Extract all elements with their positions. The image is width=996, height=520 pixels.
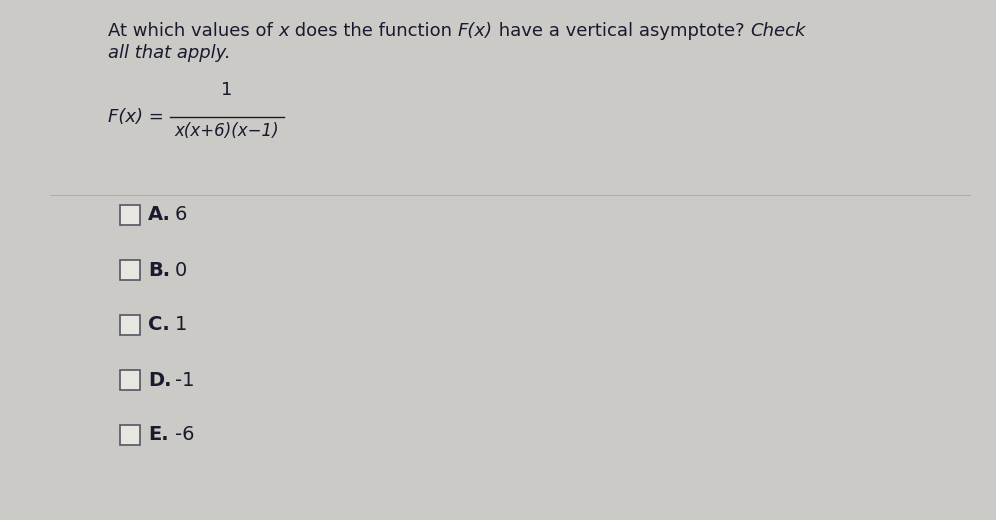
Text: A.: A. — [148, 205, 171, 225]
Text: 1: 1 — [175, 316, 187, 334]
Text: F(x): F(x) — [458, 22, 493, 40]
Text: x(x+6)(x−1): x(x+6)(x−1) — [174, 122, 279, 140]
Bar — [120, 370, 140, 390]
Text: B.: B. — [148, 261, 170, 280]
Text: D.: D. — [148, 370, 171, 389]
Text: E.: E. — [148, 425, 168, 445]
Text: C.: C. — [148, 316, 169, 334]
Text: 6: 6 — [175, 205, 187, 225]
Text: 1: 1 — [221, 81, 233, 99]
Text: -1: -1 — [175, 370, 194, 389]
Text: -6: -6 — [175, 425, 194, 445]
Bar — [120, 260, 140, 280]
Text: 0: 0 — [175, 261, 187, 280]
Bar — [120, 205, 140, 225]
Text: x: x — [279, 22, 289, 40]
Bar — [120, 425, 140, 445]
Text: At which values of: At which values of — [108, 22, 279, 40]
Text: Check: Check — [750, 22, 806, 40]
Text: all that apply.: all that apply. — [108, 44, 231, 62]
Text: F(x) =: F(x) = — [108, 108, 169, 126]
Text: have a vertical asymptote?: have a vertical asymptote? — [493, 22, 750, 40]
Text: does the function: does the function — [289, 22, 458, 40]
Bar — [120, 315, 140, 335]
